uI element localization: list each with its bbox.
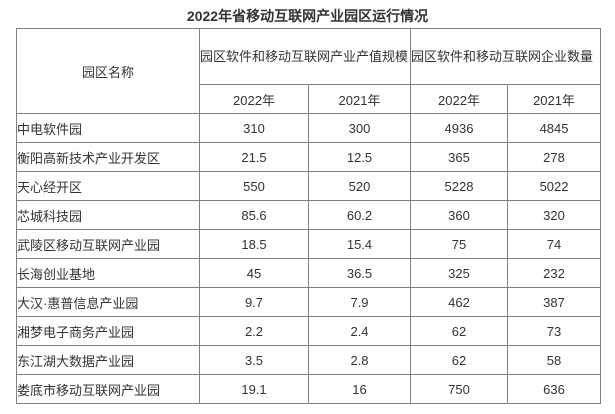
column-header-count-2022: 2022年 bbox=[410, 84, 509, 114]
cell-value: 12.5 bbox=[307, 142, 412, 172]
cell-park-name: 中电软件园 bbox=[16, 113, 200, 143]
cell-value: 74 bbox=[507, 229, 602, 259]
cell-value: 462 bbox=[410, 287, 509, 317]
table-title: 2022年省移动互联网产业园区运行情况 bbox=[186, 8, 429, 24]
cell-value: 18.5 bbox=[199, 229, 309, 259]
cell-value: 5022 bbox=[507, 171, 602, 201]
cell-value: 19.1 bbox=[199, 374, 309, 404]
cell-value: 636 bbox=[507, 374, 602, 404]
cell-value: 2.4 bbox=[307, 316, 412, 346]
cell-value: 2.2 bbox=[199, 316, 309, 346]
cell-value: 58 bbox=[507, 345, 602, 375]
cell-value: 750 bbox=[410, 374, 509, 404]
cell-park-name: 衡阳高新技术产业开发区 bbox=[16, 142, 200, 172]
cell-value: 5228 bbox=[410, 171, 509, 201]
table-row: 湘梦电子商务产业园 2.2 2.4 62 73 bbox=[16, 316, 602, 346]
cell-value: 365 bbox=[410, 142, 509, 172]
cell-park-name: 芯城科技园 bbox=[16, 200, 200, 230]
table-row: 东江湖大数据产业园 3.5 2.8 62 58 bbox=[16, 345, 602, 375]
table-row: 天心经开区 550 520 5228 5022 bbox=[16, 171, 602, 201]
cell-value: 9.7 bbox=[199, 287, 309, 317]
cell-value: 320 bbox=[507, 200, 602, 230]
cell-park-name: 湘梦电子商务产业园 bbox=[16, 316, 200, 346]
table-row: 中电软件园 310 300 4936 4845 bbox=[16, 113, 602, 143]
cell-value: 310 bbox=[199, 113, 309, 143]
column-header-output-2022: 2022年 bbox=[199, 84, 309, 114]
table-row: 衡阳高新技术产业开发区 21.5 12.5 365 278 bbox=[16, 142, 602, 172]
table-row: 芯城科技园 85.6 60.2 360 320 bbox=[16, 200, 602, 230]
cell-park-name: 武陵区移动互联网产业园 bbox=[16, 229, 200, 259]
cell-value: 300 bbox=[307, 113, 412, 143]
cell-park-name: 长海创业基地 bbox=[16, 258, 200, 288]
table-row: 大汉·惠普信息产业园 9.7 7.9 462 387 bbox=[16, 287, 602, 317]
cell-value: 75 bbox=[410, 229, 509, 259]
column-header-output-2021: 2021年 bbox=[307, 84, 412, 114]
header-group-row: 园区名称 园区软件和移动互联网产业产值规模（亿元） 园区软件和移动互联网企业数量… bbox=[16, 28, 602, 114]
cell-value: 278 bbox=[507, 142, 602, 172]
column-group-output-value: 园区软件和移动互联网产业产值规模（亿元） bbox=[198, 28, 412, 85]
industry-park-table: 园区名称 园区软件和移动互联网产业产值规模（亿元） 园区软件和移动互联网企业数量… bbox=[16, 28, 602, 404]
cell-value: 7.9 bbox=[307, 287, 412, 317]
cell-value: 2.8 bbox=[307, 345, 412, 375]
cell-value: 16 bbox=[307, 374, 412, 404]
table-row: 长海创业基地 45 36.5 325 232 bbox=[16, 258, 602, 288]
cell-value: 21.5 bbox=[199, 142, 309, 172]
cell-value: 4845 bbox=[507, 113, 602, 143]
cell-value: 15.4 bbox=[307, 229, 412, 259]
table-row: 武陵区移动互联网产业园 18.5 15.4 75 74 bbox=[16, 229, 602, 259]
header-year-row: 2022年 2021年 2022年 2021年 bbox=[17, 84, 602, 114]
column-group-enterprise-count: 园区软件和移动互联网企业数量（个） bbox=[410, 28, 602, 85]
cell-value: 3.5 bbox=[199, 345, 309, 375]
cell-park-name: 东江湖大数据产业园 bbox=[16, 345, 200, 375]
cell-value: 62 bbox=[410, 345, 509, 375]
cell-value: 85.6 bbox=[199, 200, 309, 230]
cell-value: 45 bbox=[199, 258, 309, 288]
cell-value: 520 bbox=[307, 171, 412, 201]
cell-park-name: 天心经开区 bbox=[16, 171, 200, 201]
cell-value: 60.2 bbox=[307, 200, 412, 230]
cell-value: 387 bbox=[507, 287, 602, 317]
cell-value: 62 bbox=[410, 316, 509, 346]
cell-value: 73 bbox=[507, 316, 602, 346]
table-row: 娄底市移动互联网产业园 19.1 16 750 636 bbox=[16, 374, 602, 404]
column-header-count-2021: 2021年 bbox=[507, 84, 602, 114]
cell-park-name: 大汉·惠普信息产业园 bbox=[16, 287, 200, 317]
cell-value: 4936 bbox=[410, 113, 509, 143]
cell-value: 232 bbox=[507, 258, 602, 288]
cell-value: 36.5 bbox=[307, 258, 412, 288]
column-header-park-name: 园区名称 bbox=[16, 28, 200, 114]
cell-value: 325 bbox=[410, 258, 509, 288]
cell-value: 360 bbox=[410, 200, 509, 230]
cell-value: 550 bbox=[199, 171, 309, 201]
cell-park-name: 娄底市移动互联网产业园 bbox=[16, 374, 200, 404]
